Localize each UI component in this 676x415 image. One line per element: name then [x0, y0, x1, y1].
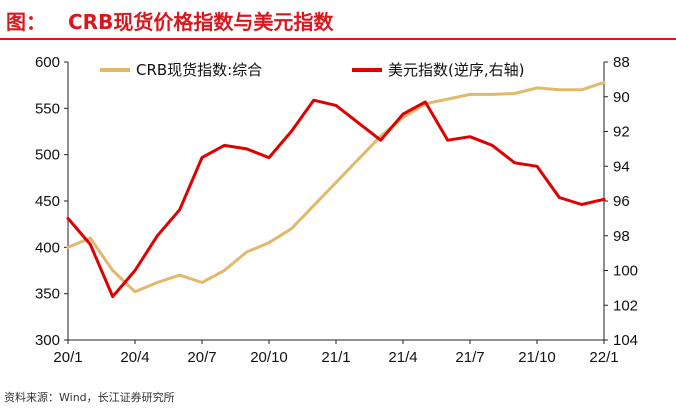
x-tick-label: 20/4 [120, 349, 149, 366]
source-note: 资料来源：Wind，长江证券研究所 [4, 391, 175, 404]
y-right-tick-label: 94 [613, 158, 630, 175]
y-right-tick-label: 92 [613, 124, 630, 141]
x-tick-label: 21/7 [455, 349, 484, 366]
series-line-crb [66, 80, 606, 294]
x-tick-label: 21/1 [321, 349, 350, 366]
y-right-tick-label: 88 [613, 54, 630, 71]
y-left-tick-label: 400 [35, 239, 60, 256]
x-tick-label: 20/10 [250, 349, 288, 366]
chart-axes: 300 350 400 450 500 550 600 88 90 92 94 96 98 100 102 1… [35, 54, 638, 366]
x-tick-label: 20/7 [187, 349, 216, 366]
title-text: CRB现货价格指数与美元指数 [68, 10, 334, 34]
y-right-tick-label: 96 [613, 193, 630, 210]
y-left-tick-label: 550 [35, 100, 60, 117]
x-tick-label: 21/4 [388, 349, 417, 366]
y-right-tick-label: 90 [613, 89, 630, 106]
chart-series [66, 80, 606, 299]
y-left-tick-label: 300 [35, 332, 60, 349]
y-left-tick-label: 350 [35, 286, 60, 303]
x-tick-label: 20/1 [53, 349, 82, 366]
y-left-tick-label: 500 [35, 147, 60, 164]
title-underline [0, 38, 676, 40]
x-tick-label: 22/1 [589, 349, 618, 366]
y-right-tick-label: 104 [613, 332, 638, 349]
chart-title: 图： CRB现货价格指数与美元指数 [6, 6, 333, 35]
title-prefix: 图： [6, 10, 46, 34]
chart-legend: CRB现货指数:综合 美元指数(逆序,右轴) [100, 61, 524, 79]
legend-label-usd: 美元指数(逆序,右轴) [388, 61, 524, 79]
title-bar: 图： CRB现货价格指数与美元指数 [0, 0, 676, 40]
x-tick-label: 21/10 [518, 349, 556, 366]
y-right-tick-label: 98 [613, 228, 630, 245]
y-right-tick-label: 100 [613, 263, 638, 280]
y-left-tick-label: 450 [35, 193, 60, 210]
y-right-tick-label: 102 [613, 297, 638, 314]
series-line-usd [66, 98, 606, 299]
y-left-tick-label: 600 [35, 54, 60, 71]
legend-label-crb: CRB现货指数:综合 [136, 61, 262, 79]
